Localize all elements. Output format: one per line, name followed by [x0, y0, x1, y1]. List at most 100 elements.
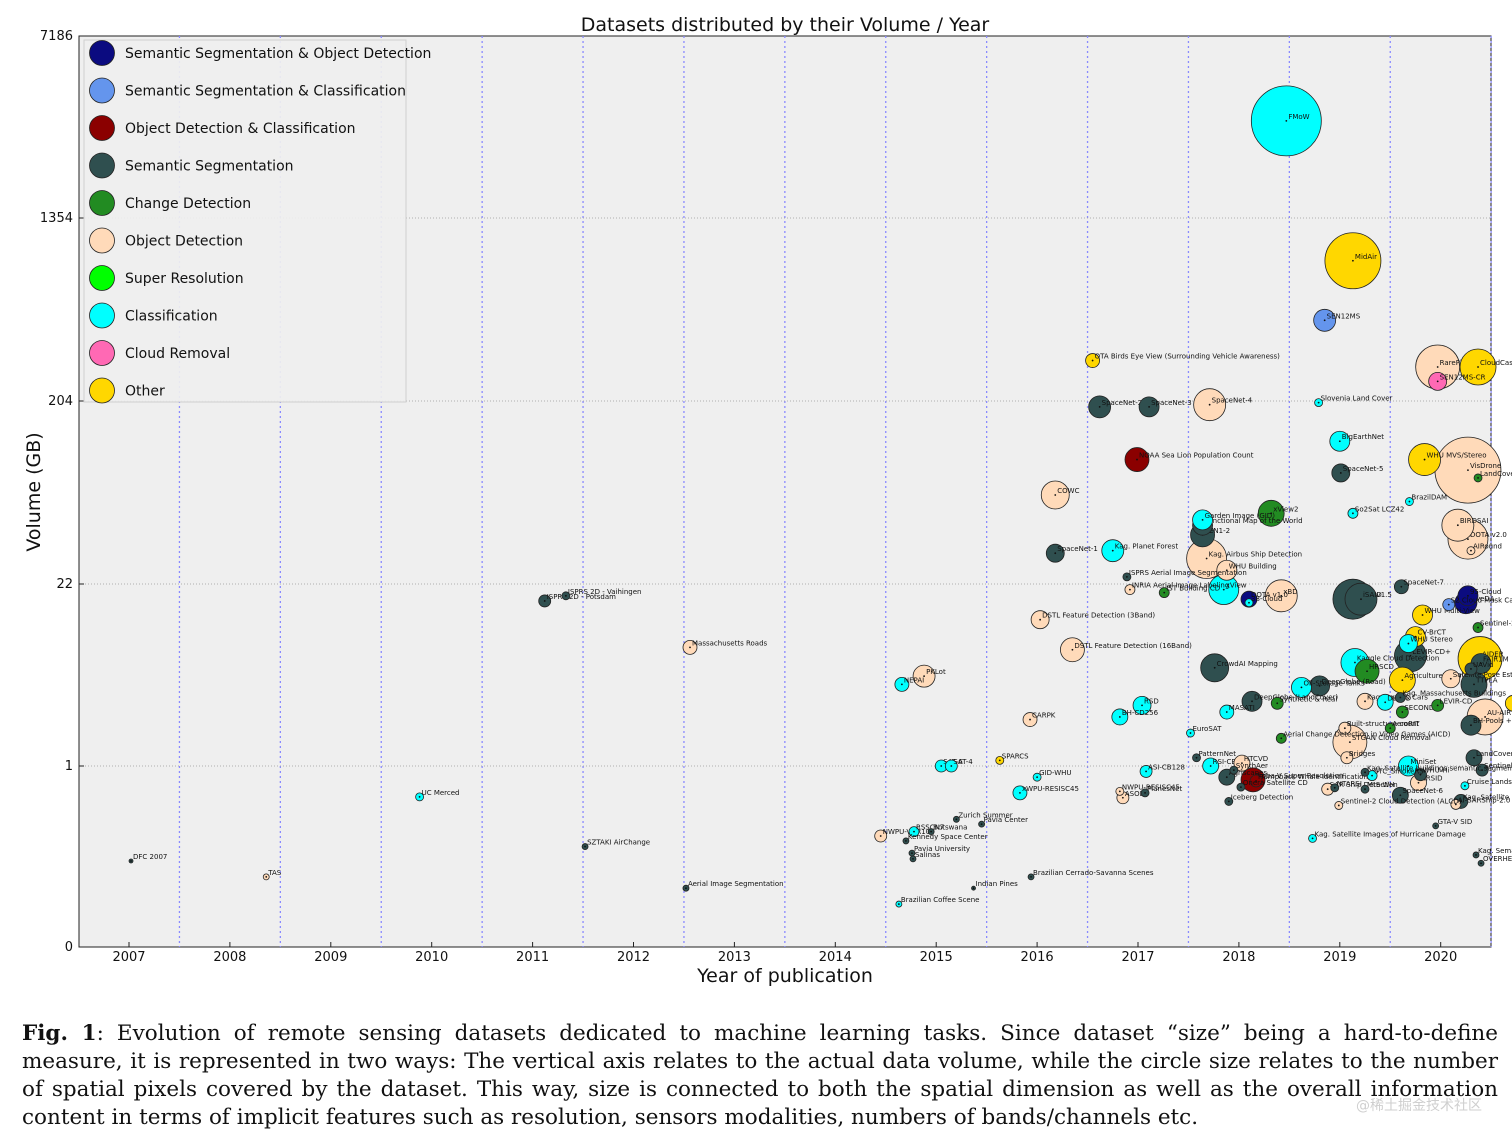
bubble-label: S2 Cloud Mask Catalogue [1451, 597, 1512, 605]
bubble-label: SpaceNet-7 [1403, 579, 1444, 587]
bubble-center-dot [1467, 469, 1469, 471]
bubble-label: DeepGlobe (Road) [1322, 678, 1386, 686]
bubble-center-dot [1030, 876, 1032, 878]
chart-title: Datasets distributed by their Volume / Y… [581, 14, 990, 36]
bubble-label: DSTL Feature Detection (16Band) [1074, 642, 1192, 650]
bubble-label: RSSCN7 [916, 824, 944, 832]
bubble-label: RSI-CB [1213, 758, 1237, 766]
bubble-label: MASATI [1229, 704, 1255, 712]
y-tick-label: 1354 [40, 211, 73, 226]
y-tick-label: 7186 [40, 29, 73, 44]
bubble-label: Agriscapes [1229, 769, 1268, 777]
bubble-whu-hi: WHU-Hi [1414, 767, 1450, 782]
x-tick-label: 2018 [1222, 950, 1255, 965]
bubble-label: LandCoverAI [1476, 750, 1512, 758]
bubble-label: SpaceNet-5 [1343, 465, 1384, 473]
bubble-label: DOTA v1.0 [1251, 591, 1288, 599]
bubble-kag-satellite-buildings-semantic-segmentation: Kag. Satellite buildings semantic segmen… [1360, 764, 1512, 777]
bubble-center-dot [1071, 648, 1074, 651]
bubble-built-structure-count: Built-structure-count [1338, 720, 1420, 735]
bubble-synthaer: SynthAer [1229, 762, 1268, 775]
bubble-overhead-mnist: OVERHEAD MNIST [1477, 855, 1512, 867]
bubble-label: CloudCast [1480, 359, 1512, 367]
bubble-center-dot [1054, 494, 1057, 496]
bubble-layer: FMoW VisDrone MidAir RarePlanes AIDER DOTA v2… [128, 85, 1512, 908]
bubble-label: SpaceNet-3 [1151, 399, 1192, 407]
legend-item-super-resolution: Super Resolution [89, 265, 244, 291]
bubble-xbd: xBD [1264, 579, 1298, 613]
bubble-center-dot [1300, 686, 1303, 689]
bubble-aerial-image-segmentation: Aerial Image Segmentation [682, 880, 784, 892]
bubble-label: RSD [1144, 697, 1159, 705]
bubble-label: DSTL Feature Detection (3Band) [1042, 612, 1155, 620]
bubble-deepglobe-landcover: DeepGlobe (LandCover) [1241, 690, 1338, 712]
bubble-deepglobe-road: DeepGlobe (Road) [1309, 675, 1386, 697]
bubble-center-dot [1251, 700, 1253, 703]
bubble-label: AgricultureVision [1404, 672, 1463, 680]
bubble-label: xView2 [1273, 505, 1298, 513]
bubble-salinas: Salinas [909, 851, 940, 863]
x-tick-label: 2020 [1424, 950, 1457, 965]
bubble-crowdai-mapping: CrowdAI Mapping [1200, 653, 1278, 683]
bubble-massachusetts-roads: Massachusetts Roads [682, 639, 768, 655]
bubble-label: HRSCD [1369, 663, 1394, 671]
bubble-asi-cb128: ASI-CB128 [1139, 763, 1185, 778]
y-axis-label: Volume (GB) [23, 432, 45, 551]
bubble-sentinel-1: Sentinel-1 [1475, 762, 1512, 777]
bubble-bigearthnet: BigEarthNet [1329, 430, 1384, 452]
y-tick-label: 22 [56, 577, 73, 592]
legend-label: Super Resolution [125, 271, 244, 287]
bubble-center-dot [418, 796, 421, 798]
bubble-label: Kag. Satellite Images of Water Bodies [1463, 793, 1512, 801]
bubble-label: RarePlanes [1440, 359, 1479, 367]
bubble-center-dot [912, 857, 914, 860]
x-tick-label: 2010 [415, 950, 448, 965]
bubble-label: GTA-V SID [1438, 818, 1473, 826]
bubble-label: Humpback Whale Identification [1258, 773, 1368, 781]
bubble-center-dot [1419, 773, 1422, 776]
bubble-cruise-landslide: Cruise Landslide [1460, 778, 1512, 791]
bubble-kag-satellite-images-of-hurricane-damage: Kag. Satellite Images of Hurricane Damag… [1308, 830, 1466, 843]
legend-label: Cloud Removal [125, 346, 230, 362]
bubble-center-dot [1408, 500, 1411, 503]
bubble-pklot: PKLot [912, 664, 946, 688]
bubble-center-dot [1473, 756, 1475, 759]
bubble-label: Zurich Summer [958, 811, 1012, 819]
bubble-center-dot [1248, 601, 1250, 604]
bubble-label: AeroRIT [1392, 720, 1420, 728]
bubble-center-dot [1209, 765, 1212, 767]
x-tick-label: 2012 [617, 950, 650, 965]
bubble-spacenet-1: SpaceNet-1 [1045, 543, 1098, 563]
bubble-95-cloud: 95-Cloud [1457, 585, 1501, 607]
bubble-label: PatternNet [1199, 750, 1237, 758]
legend-swatch [89, 115, 115, 141]
bubble-sat-4: SAT-4 [944, 758, 973, 773]
bubble-label: FMoW [1288, 113, 1309, 121]
legend-label: Change Detection [125, 196, 251, 212]
x-tick-label: 2016 [1021, 950, 1054, 965]
bubble-label: iSAID [1363, 591, 1382, 599]
bubble-label: EuroSAT [1192, 725, 1222, 733]
legend-item-change-detection: Change Detection [89, 190, 251, 216]
tick-layer: 2007 2008 2009 2010 2011 2012 2013 2014 2015 2016… [40, 29, 1457, 965]
bubble-satellite-pose-estimation: Satellite Pose Estimation [1441, 669, 1512, 689]
bubble-label: AI-SARShip-2.0 (GF-3) [1458, 796, 1512, 804]
bubble-center-dot [1232, 769, 1235, 771]
bubble-label: Kag. Satellite buildings semantic segmen… [1367, 764, 1512, 772]
bubble-center-dot [1407, 642, 1410, 645]
watermark: @稀土掘金技术社区 [1356, 1098, 1482, 1114]
bubble-sen12ms: SEN12MS [1313, 308, 1361, 332]
bubble-ai-sarship-2-0-gf-3: AI-SARShip-2.0 (GF-3) [1450, 796, 1512, 810]
bubble-label: ASOD [1125, 790, 1145, 798]
bubble-center-dot [584, 845, 586, 848]
bubble-label: Sentinel-1 [1484, 762, 1512, 770]
bubble-center-dot [1399, 794, 1402, 797]
bubble-label: Kag. Massachusetts Buildings [1402, 690, 1506, 698]
bubble-bh-cd256: BH-CD256 [1111, 708, 1159, 726]
bubble-label: WHU-Hi [1423, 767, 1450, 775]
bubble-label: Salinas [915, 851, 940, 859]
bubble-spacenet-5: SpaceNet-5 [1331, 463, 1384, 483]
bubble-center-dot [1201, 518, 1204, 521]
bubble-center-dot [543, 600, 546, 602]
legend-label: Object Detection & Classification [125, 121, 356, 137]
